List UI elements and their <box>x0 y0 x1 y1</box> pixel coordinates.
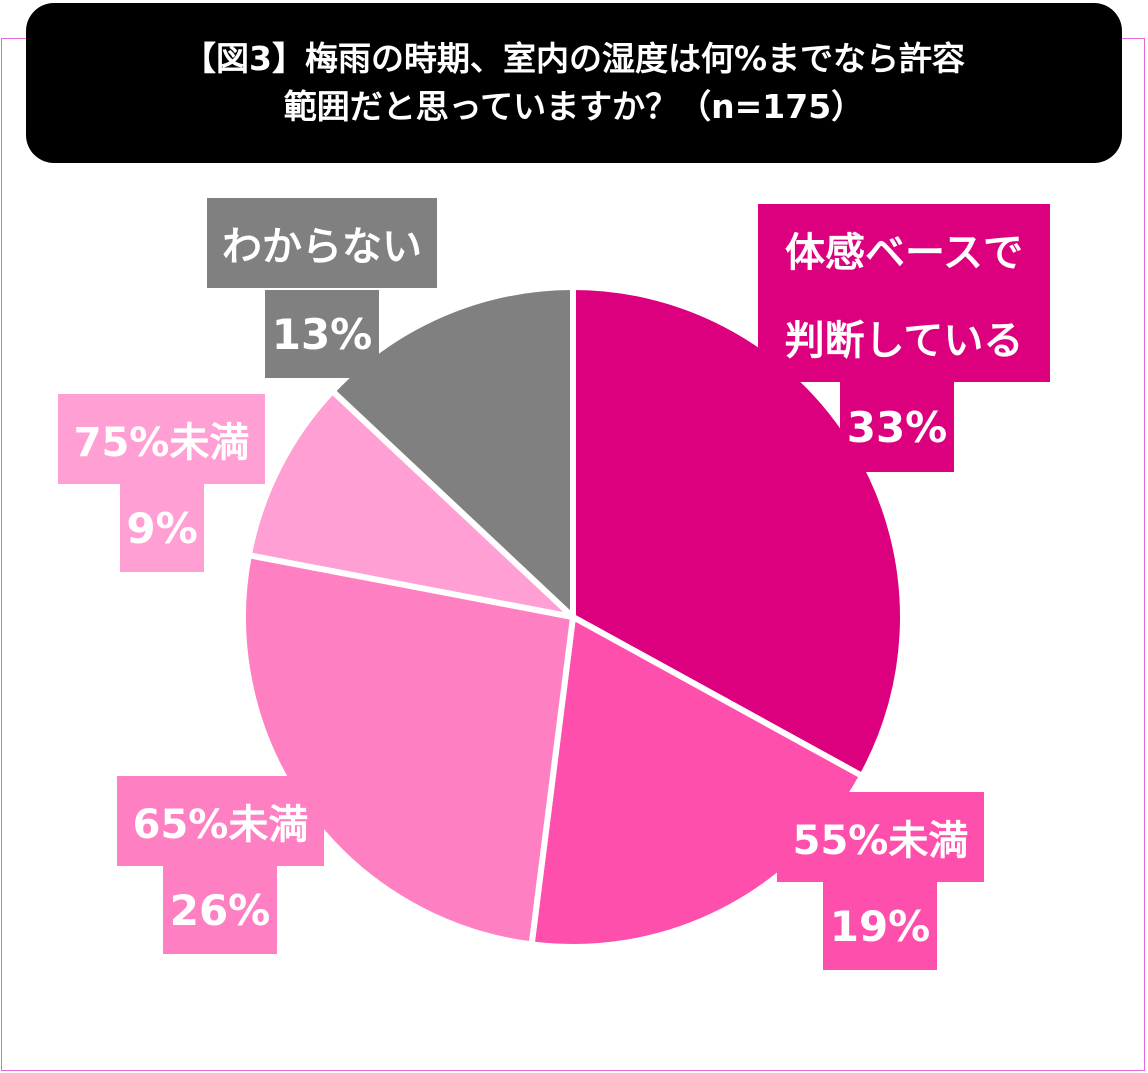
slice-label-under-75: 75%未満 <box>58 394 265 484</box>
pie-slice-under-65 <box>240 552 576 948</box>
slice-value-body-sense: 33% <box>840 382 954 472</box>
chart-title-line-2: 範囲だと思っていますか？（n=175） <box>283 87 865 126</box>
slice-label-under-55: 55%未満 <box>777 792 984 882</box>
title-box: 【図3】梅雨の時期、室内の湿度は何%までなら許容 範囲だと思っていますか？（n=… <box>26 3 1122 163</box>
slice-label-body-sense-line-1: 体感ベースで <box>758 204 1050 294</box>
slice-value-under-75: 9% <box>120 484 204 572</box>
slice-value-under-55: 19% <box>823 882 937 970</box>
slice-label-under-65: 65%未満 <box>117 776 324 866</box>
slice-value-dont-know: 13% <box>265 290 379 378</box>
slice-value-under-65: 26% <box>163 866 277 954</box>
pie-slice-under-75 <box>245 388 576 620</box>
slice-label-dont-know: わからない <box>207 198 437 288</box>
slice-label-body-sense-line-2: 判断している <box>758 292 1050 382</box>
chart-title-line-1: 【図3】梅雨の時期、室内の湿度は何%までなら許容 <box>182 39 966 78</box>
